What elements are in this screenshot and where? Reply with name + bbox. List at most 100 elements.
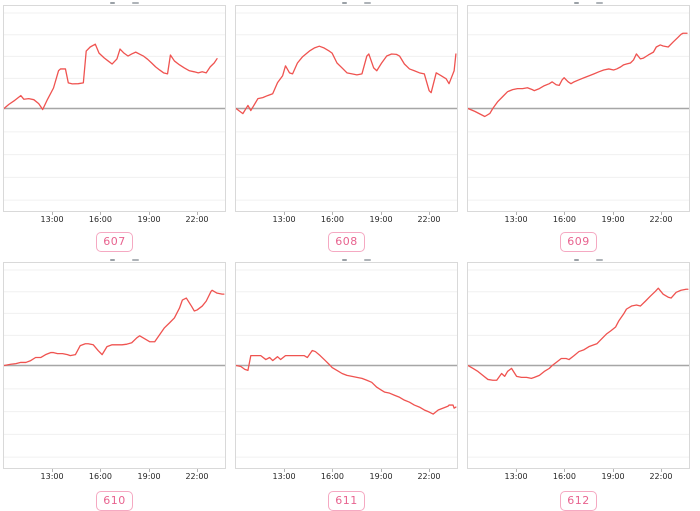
charts-row-top: 13:00 16:00 19:00 22:00 607 13:00 16:00 19:00… [0, 0, 700, 252]
clipped-chart-title [3, 252, 226, 262]
clipped-title-mark [364, 2, 372, 4]
x-axis-tick [564, 212, 566, 215]
clipped-title-mark [110, 259, 116, 261]
chart-id-badge[interactable]: 610 [96, 491, 133, 511]
chart-plot[interactable] [3, 5, 226, 212]
x-axis-label: 13:00 [504, 472, 528, 481]
clipped-title-mark [132, 2, 140, 4]
clipped-title-mark [132, 259, 140, 261]
x-axis-tick [100, 469, 102, 472]
x-axis: 13:00 16:00 19:00 22:00 [467, 469, 690, 485]
x-axis-label: 13:00 [40, 215, 64, 224]
x-axis-label: 16:00 [88, 215, 112, 224]
x-axis-label: 22:00 [649, 472, 673, 481]
x-axis-tick [613, 212, 615, 215]
chart-plot[interactable] [235, 262, 458, 469]
x-axis-label: 19:00 [601, 215, 625, 224]
clipped-chart-title [467, 252, 690, 262]
chart-cell-612: 13:00 16:00 19:00 22:00 612 [467, 252, 690, 511]
x-axis-tick [661, 212, 662, 215]
price-line [468, 288, 688, 380]
line-chart-svg [236, 263, 457, 468]
badge-row: 611 [235, 489, 458, 511]
price-line [4, 290, 224, 365]
charts-row-bottom: 13:00 16:00 19:00 22:00 610 13:00 16:00 19:00… [0, 252, 700, 511]
chart-cell-609: 13:00 16:00 19:00 22:00 609 [467, 0, 690, 252]
line-chart-svg [468, 6, 689, 211]
chart-id-badge[interactable]: 612 [560, 491, 597, 511]
clipped-title-mark [342, 259, 348, 261]
x-axis-tick [381, 212, 383, 215]
x-axis-label: 16:00 [320, 215, 344, 224]
chart-id-badge[interactable]: 607 [96, 232, 133, 252]
x-axis-tick [332, 212, 334, 215]
x-axis-label: 13:00 [40, 472, 64, 481]
clipped-chart-title [235, 252, 458, 262]
badge-row: 607 [3, 230, 226, 252]
x-axis-tick [52, 212, 54, 215]
x-axis: 13:00 16:00 19:00 22:00 [467, 212, 690, 228]
line-chart-svg [4, 6, 225, 211]
x-axis-label: 13:00 [272, 472, 296, 481]
x-axis-label: 16:00 [88, 472, 112, 481]
x-axis-tick [100, 212, 102, 215]
x-axis-label: 13:00 [504, 215, 528, 224]
chart-plot[interactable] [467, 5, 690, 212]
clipped-title-mark [596, 259, 604, 261]
x-axis-label: 19:00 [137, 215, 161, 224]
x-axis-label: 16:00 [552, 472, 576, 481]
chart-cell-607: 13:00 16:00 19:00 22:00 607 [3, 0, 226, 252]
clipped-title-mark [574, 2, 580, 4]
x-axis-label: 16:00 [320, 472, 344, 481]
x-axis-label: 22:00 [649, 215, 673, 224]
x-axis-tick [332, 469, 334, 472]
price-line [236, 46, 456, 113]
x-axis-tick [516, 469, 518, 472]
clipped-chart-title [467, 0, 690, 5]
x-axis-label: 19:00 [137, 472, 161, 481]
x-axis-tick [429, 212, 430, 215]
badge-row: 610 [3, 489, 226, 511]
x-axis-label: 19:00 [369, 215, 393, 224]
chart-plot[interactable] [235, 5, 458, 212]
x-axis-tick [149, 469, 151, 472]
x-axis-tick [197, 212, 198, 215]
badge-row: 609 [467, 230, 690, 252]
chart-plot[interactable] [3, 262, 226, 469]
x-axis: 13:00 16:00 19:00 22:00 [235, 469, 458, 485]
clipped-title-mark [574, 259, 580, 261]
x-axis-tick [564, 469, 566, 472]
x-axis-tick [661, 469, 662, 472]
price-line [236, 351, 456, 415]
chart-cell-611: 13:00 16:00 19:00 22:00 611 [235, 252, 458, 511]
x-axis-tick [149, 212, 151, 215]
chart-id-badge[interactable]: 608 [328, 232, 365, 252]
clipped-title-mark [342, 2, 348, 4]
badge-row: 608 [235, 230, 458, 252]
x-axis-label: 16:00 [552, 215, 576, 224]
clipped-title-mark [110, 2, 116, 4]
x-axis-label: 22:00 [417, 472, 441, 481]
x-axis-label: 19:00 [369, 472, 393, 481]
line-chart-svg [4, 263, 225, 468]
clipped-chart-title [235, 0, 458, 5]
clipped-chart-title [3, 0, 226, 5]
x-axis-tick [197, 469, 198, 472]
chart-id-badge[interactable]: 611 [328, 491, 365, 511]
x-axis: 13:00 16:00 19:00 22:00 [235, 212, 458, 228]
badge-row: 612 [467, 489, 690, 511]
chart-id-badge[interactable]: 609 [560, 232, 597, 252]
x-axis-label: 22:00 [185, 215, 209, 224]
x-axis: 13:00 16:00 19:00 22:00 [3, 212, 226, 228]
chart-cell-608: 13:00 16:00 19:00 22:00 608 [235, 0, 458, 252]
clipped-title-mark [596, 2, 604, 4]
x-axis-tick [284, 469, 286, 472]
x-axis-tick [52, 469, 54, 472]
x-axis-tick [429, 469, 430, 472]
x-axis-tick [516, 212, 518, 215]
x-axis-label: 22:00 [185, 472, 209, 481]
x-axis-tick [284, 212, 286, 215]
x-axis-label: 19:00 [601, 472, 625, 481]
chart-plot[interactable] [467, 262, 690, 469]
